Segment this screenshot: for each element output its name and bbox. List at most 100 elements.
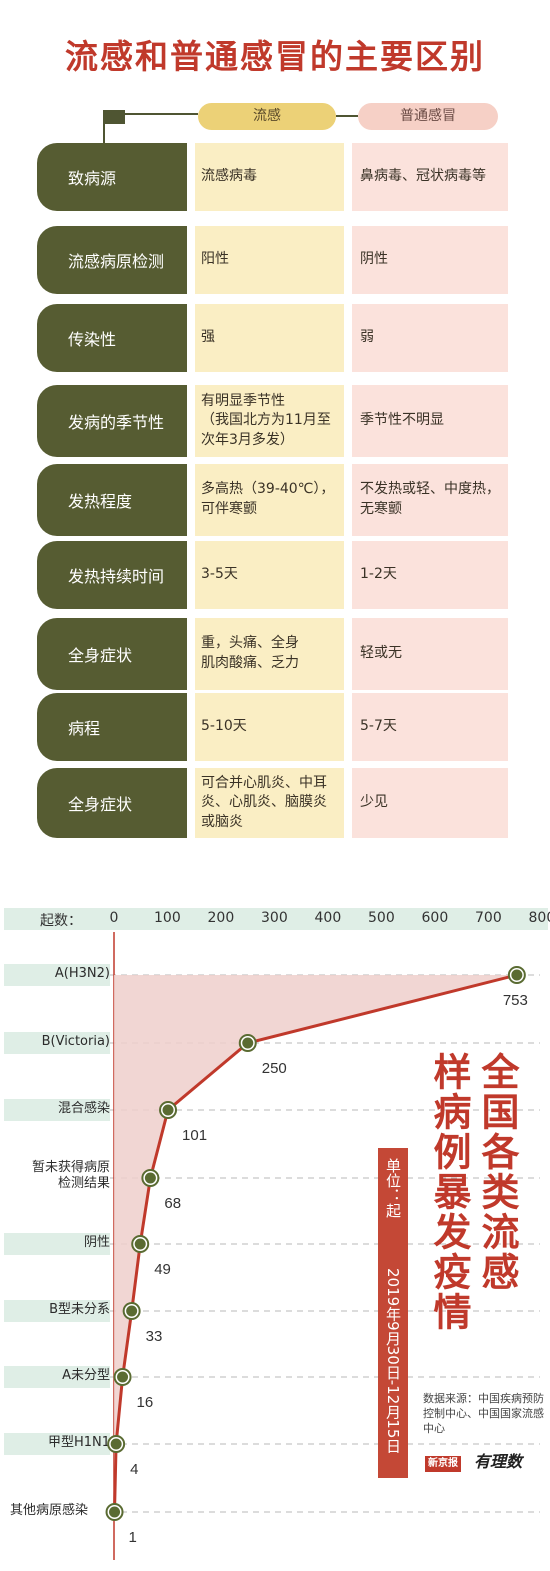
x-tick-label: 0 (109, 910, 119, 926)
x-tick-label: 300 (261, 910, 288, 926)
page-title: 流感和普通感冒的主要区别 (65, 37, 485, 76)
cell-cold-text: 鼻病毒、冠状病毒等 (360, 168, 486, 185)
cell-cold-text: 1-2天 (360, 566, 397, 583)
cell-cold: 5-7天 (352, 693, 508, 761)
header-bracket-h (125, 113, 198, 115)
cell-flu: 阳性 (195, 226, 344, 294)
category-band (4, 964, 110, 986)
cell-cold: 轻或无 (352, 618, 508, 690)
category-label: 阴性 (83, 1235, 110, 1250)
header-bracket-square (103, 110, 125, 124)
cell-flu: 强 (195, 304, 344, 372)
data-label: 68 (164, 1195, 181, 1212)
data-label: 753 (503, 992, 528, 1009)
data-label: 16 (137, 1394, 154, 1411)
cell-cold-text: 季节性不明显 (360, 412, 444, 429)
row-label: 全身症状 (37, 618, 187, 690)
row-label: 传染性 (37, 304, 187, 372)
data-point (511, 969, 523, 981)
category-label: 暂未获得病原 检测结果 (31, 1160, 110, 1192)
category-band (4, 1300, 110, 1322)
cell-flu: 多高热（39-40℃）， 可伴寒颤 (195, 464, 344, 536)
row-label: 发热持续时间 (37, 541, 187, 609)
category-label: A(H3N2) (54, 966, 110, 981)
x-tick-label: 600 (421, 910, 449, 926)
cell-cold-text: 5-7天 (360, 718, 397, 735)
axis-band (4, 908, 548, 930)
cell-cold-text: 不发热或轻、中度热， 无寒颤 (360, 481, 500, 517)
category-label: 甲型H1N1 (47, 1435, 110, 1450)
chart-title-line-1: 全国各类流感 (475, 1052, 519, 1292)
x-tick-label: 500 (368, 910, 395, 926)
cell-flu: 3-5天 (195, 541, 344, 609)
data-point (109, 1506, 121, 1518)
row-label: 全身症状 (37, 768, 187, 838)
header-bracket-v (103, 113, 105, 143)
axis-label: 起数： (40, 913, 82, 929)
data-point (117, 1371, 129, 1383)
category-band (4, 1032, 110, 1054)
header-connector (336, 115, 358, 117)
row-label: 致病源 (37, 143, 187, 211)
logo-xinjingbao: 新京报 (425, 1456, 461, 1472)
cell-flu: 有明显季节性 （我国北方为11月至 次年3月多发） (195, 385, 344, 457)
category-label: 混合感染 (57, 1101, 110, 1116)
data-point (134, 1238, 146, 1250)
data-label: 1 (129, 1529, 137, 1546)
cell-flu: 5-10天 (195, 693, 344, 761)
row-label: 发病的季节性 (37, 385, 187, 457)
period-label: 2019年9月30日-12月15日 (384, 1268, 402, 1454)
category-label: 其他病原感染 (10, 1503, 89, 1518)
cell-cold-text: 弱 (360, 329, 374, 346)
cell-flu-text: 有明显季节性 （我国北方为11月至 次年3月多发） (201, 392, 331, 448)
cell-flu-text: 阳性 (201, 251, 229, 268)
series-area (114, 975, 517, 1512)
cell-cold: 1-2天 (352, 541, 508, 609)
category-band (4, 1099, 110, 1121)
category-label: A未分型 (62, 1368, 110, 1383)
chart-title-line-2: 样病例暴发疫情 (427, 1052, 471, 1332)
category-label: B型未分系 (49, 1302, 110, 1317)
category-label: B(Victoria) (41, 1034, 110, 1049)
row-label: 病程 (37, 693, 187, 761)
data-label: 101 (182, 1127, 207, 1144)
cell-flu: 流感病毒 (195, 143, 344, 211)
cell-flu: 可合并心肌炎、中耳 炎、心肌炎、脑膜炎 或脑炎 (195, 768, 344, 838)
x-tick-label: 700 (475, 910, 502, 926)
data-label: 4 (130, 1461, 138, 1478)
cell-flu-text: 5-10天 (201, 718, 247, 735)
unit-box: 单位：起 2019年9月30日-12月15日 (378, 1148, 408, 1478)
data-label: 250 (262, 1060, 287, 1077)
cell-cold: 弱 (352, 304, 508, 372)
cell-flu-text: 重，头痛、全身 肌肉酸痛、乏力 (201, 635, 299, 671)
cell-flu-text: 强 (201, 329, 215, 346)
row-label: 发热程度 (37, 464, 187, 536)
cell-flu-text: 3-5天 (201, 566, 238, 583)
cell-flu-text: 流感病毒 (201, 168, 257, 185)
data-point (162, 1104, 174, 1116)
x-tick-label: 100 (154, 910, 181, 926)
data-point (110, 1438, 122, 1450)
cell-cold: 鼻病毒、冠状病毒等 (352, 143, 508, 211)
data-point (126, 1305, 138, 1317)
category-band (4, 1433, 110, 1455)
x-tick-label: 400 (314, 910, 342, 926)
unit-label: 单位：起 (384, 1158, 402, 1218)
cell-cold: 不发热或轻、中度热， 无寒颤 (352, 464, 508, 536)
category-band (4, 1366, 110, 1388)
cell-cold-text: 少见 (360, 794, 388, 811)
data-point (144, 1172, 156, 1184)
x-tick-label: 800 (528, 910, 550, 926)
logo-youlishu: 有理数 (474, 1452, 523, 1471)
cell-cold-text: 阴性 (360, 251, 388, 268)
cell-cold: 阴性 (352, 226, 508, 294)
source-note: 数据来源：中国疾病预防控制中心、中国国家流感中心 (423, 1392, 544, 1435)
row-label: 流感病原检测 (37, 226, 187, 294)
data-label: 33 (146, 1328, 163, 1345)
cell-cold: 季节性不明显 (352, 385, 508, 457)
cell-flu-text: 多高热（39-40℃）， 可伴寒颤 (201, 481, 335, 517)
cell-cold: 少见 (352, 768, 508, 838)
cell-flu: 重，头痛、全身 肌肉酸痛、乏力 (195, 618, 344, 690)
category-band (4, 1233, 110, 1255)
